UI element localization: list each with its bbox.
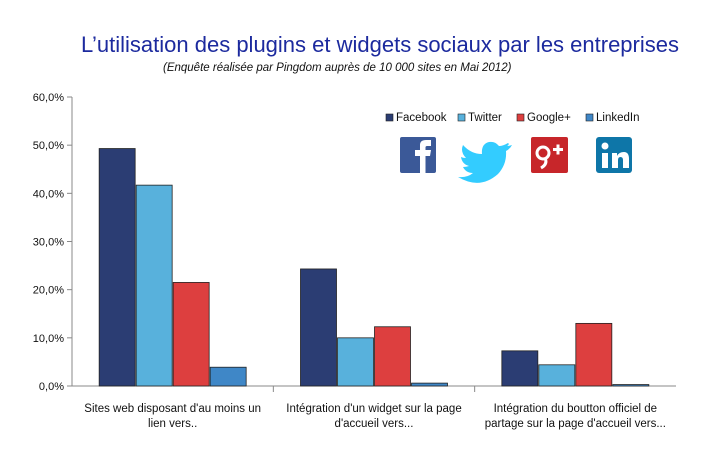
bar-googleplus-2 <box>575 322 613 387</box>
legend-label: Twitter <box>468 112 502 124</box>
logo-row <box>400 137 632 183</box>
chart-subtitle: (Enquête réalisée par Pingdom auprès de … <box>163 62 512 74</box>
y-tick-label: 30,0% <box>33 237 64 249</box>
bar-facebook-1 <box>300 268 337 387</box>
bars <box>98 148 650 387</box>
bar-twitter-0 <box>135 184 173 387</box>
axes <box>67 96 676 392</box>
y-tick-label: 20,0% <box>33 285 64 297</box>
facebook-icon <box>400 137 436 173</box>
y-tick-label: 40,0% <box>33 188 64 200</box>
bar-twitter-2 <box>538 364 576 387</box>
y-tick-label: 10,0% <box>33 333 64 345</box>
google-plus-icon <box>531 137 568 173</box>
legend-label: Google+ <box>527 112 571 124</box>
category-labels: Sites web disposant d'au moins un lien ve… <box>84 403 666 430</box>
legend-swatch <box>385 113 394 122</box>
legend-swatch <box>585 113 594 122</box>
category-label: Sites web disposant d'au moins un <box>84 403 261 415</box>
y-tick-label: 50,0% <box>33 140 64 152</box>
legend-swatch <box>516 113 525 122</box>
chart-title: L’utilisation des plugins et widgets soc… <box>81 32 679 57</box>
legend: Facebook Twitter Google+ LinkedIn <box>385 112 639 124</box>
twitter-icon <box>458 141 512 183</box>
category-label: partage sur la page d'accueil vers... <box>485 418 666 430</box>
bar-linkedin-0 <box>209 366 247 387</box>
linkedin-icon <box>596 137 632 173</box>
y-tick-labels: 0,0% 10,0% 20,0% 30,0% 40,0% 50,0% 60,0% <box>33 92 64 393</box>
bar-googleplus-1 <box>374 326 411 387</box>
bar-googleplus-0 <box>172 282 210 387</box>
category-label: Intégration d'un widget sur la page <box>286 403 461 415</box>
bar-twitter-1 <box>337 337 374 387</box>
bar-linkedin-1 <box>411 382 448 387</box>
legend-swatch <box>457 113 466 122</box>
y-tick-label: 0,0% <box>39 381 64 393</box>
bar-linkedin-2 <box>612 384 650 387</box>
category-label: d'accueil vers... <box>335 418 414 430</box>
bar-facebook-0 <box>98 148 136 387</box>
legend-label: LinkedIn <box>596 112 639 124</box>
y-tick-label: 60,0% <box>33 92 64 104</box>
legend-label: Facebook <box>396 112 447 124</box>
category-label: Intégration du boutton officiel de <box>494 403 657 415</box>
category-label: lien vers.. <box>148 418 197 430</box>
bar-facebook-2 <box>501 350 539 387</box>
